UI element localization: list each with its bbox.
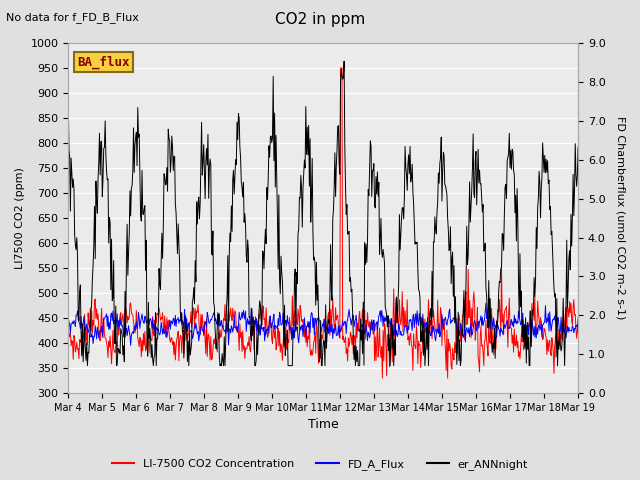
er_ANNnight bbox=[84, 363, 92, 369]
er_ANNnight bbox=[74, 252, 81, 258]
LI-7500 CO2 Concentration bbox=[205, 331, 212, 337]
LI-7500 CO2 Concentration bbox=[378, 375, 386, 381]
LI-7500 CO2 Concentration bbox=[126, 301, 134, 307]
X-axis label: Time: Time bbox=[308, 419, 339, 432]
LI-7500 CO2 Concentration bbox=[178, 350, 186, 356]
er_ANNnight bbox=[179, 329, 186, 335]
er_ANNnight bbox=[65, 101, 72, 107]
LI-7500 CO2 Concentration bbox=[65, 312, 72, 318]
FD_A_Flux bbox=[179, 318, 186, 324]
FD_A_Flux bbox=[74, 308, 81, 314]
er_ANNnight bbox=[340, 58, 348, 64]
FD_A_Flux bbox=[482, 300, 490, 306]
Text: No data for f_FD_B_Flux: No data for f_FD_B_Flux bbox=[6, 12, 140, 23]
er_ANNnight bbox=[574, 144, 582, 150]
FD_A_Flux bbox=[386, 320, 394, 325]
Line: LI-7500 CO2 Concentration: LI-7500 CO2 Concentration bbox=[68, 68, 578, 378]
Y-axis label: FD Chamberflux (umol CO2 m-2 s-1): FD Chamberflux (umol CO2 m-2 s-1) bbox=[615, 116, 625, 320]
FD_A_Flux bbox=[205, 321, 213, 326]
FD_A_Flux bbox=[126, 333, 134, 338]
FD_A_Flux bbox=[65, 314, 72, 320]
Line: FD_A_Flux: FD_A_Flux bbox=[68, 303, 578, 345]
Line: er_ANNnight: er_ANNnight bbox=[68, 61, 578, 366]
Text: BA_flux: BA_flux bbox=[77, 55, 130, 69]
FD_A_Flux bbox=[127, 342, 134, 348]
er_ANNnight bbox=[205, 165, 213, 171]
er_ANNnight bbox=[401, 144, 409, 149]
LI-7500 CO2 Concentration bbox=[574, 314, 582, 320]
FD_A_Flux bbox=[401, 325, 408, 331]
LI-7500 CO2 Concentration bbox=[401, 308, 409, 314]
er_ANNnight bbox=[387, 363, 394, 369]
Y-axis label: LI7500 CO2 (ppm): LI7500 CO2 (ppm) bbox=[15, 167, 25, 269]
LI-7500 CO2 Concentration bbox=[74, 346, 81, 352]
LI-7500 CO2 Concentration bbox=[337, 65, 344, 71]
FD_A_Flux bbox=[574, 330, 582, 336]
er_ANNnight bbox=[127, 213, 134, 219]
Legend: LI-7500 CO2 Concentration, FD_A_Flux, er_ANNnight: LI-7500 CO2 Concentration, FD_A_Flux, er… bbox=[108, 455, 532, 474]
Text: CO2 in ppm: CO2 in ppm bbox=[275, 12, 365, 27]
LI-7500 CO2 Concentration bbox=[387, 323, 394, 329]
